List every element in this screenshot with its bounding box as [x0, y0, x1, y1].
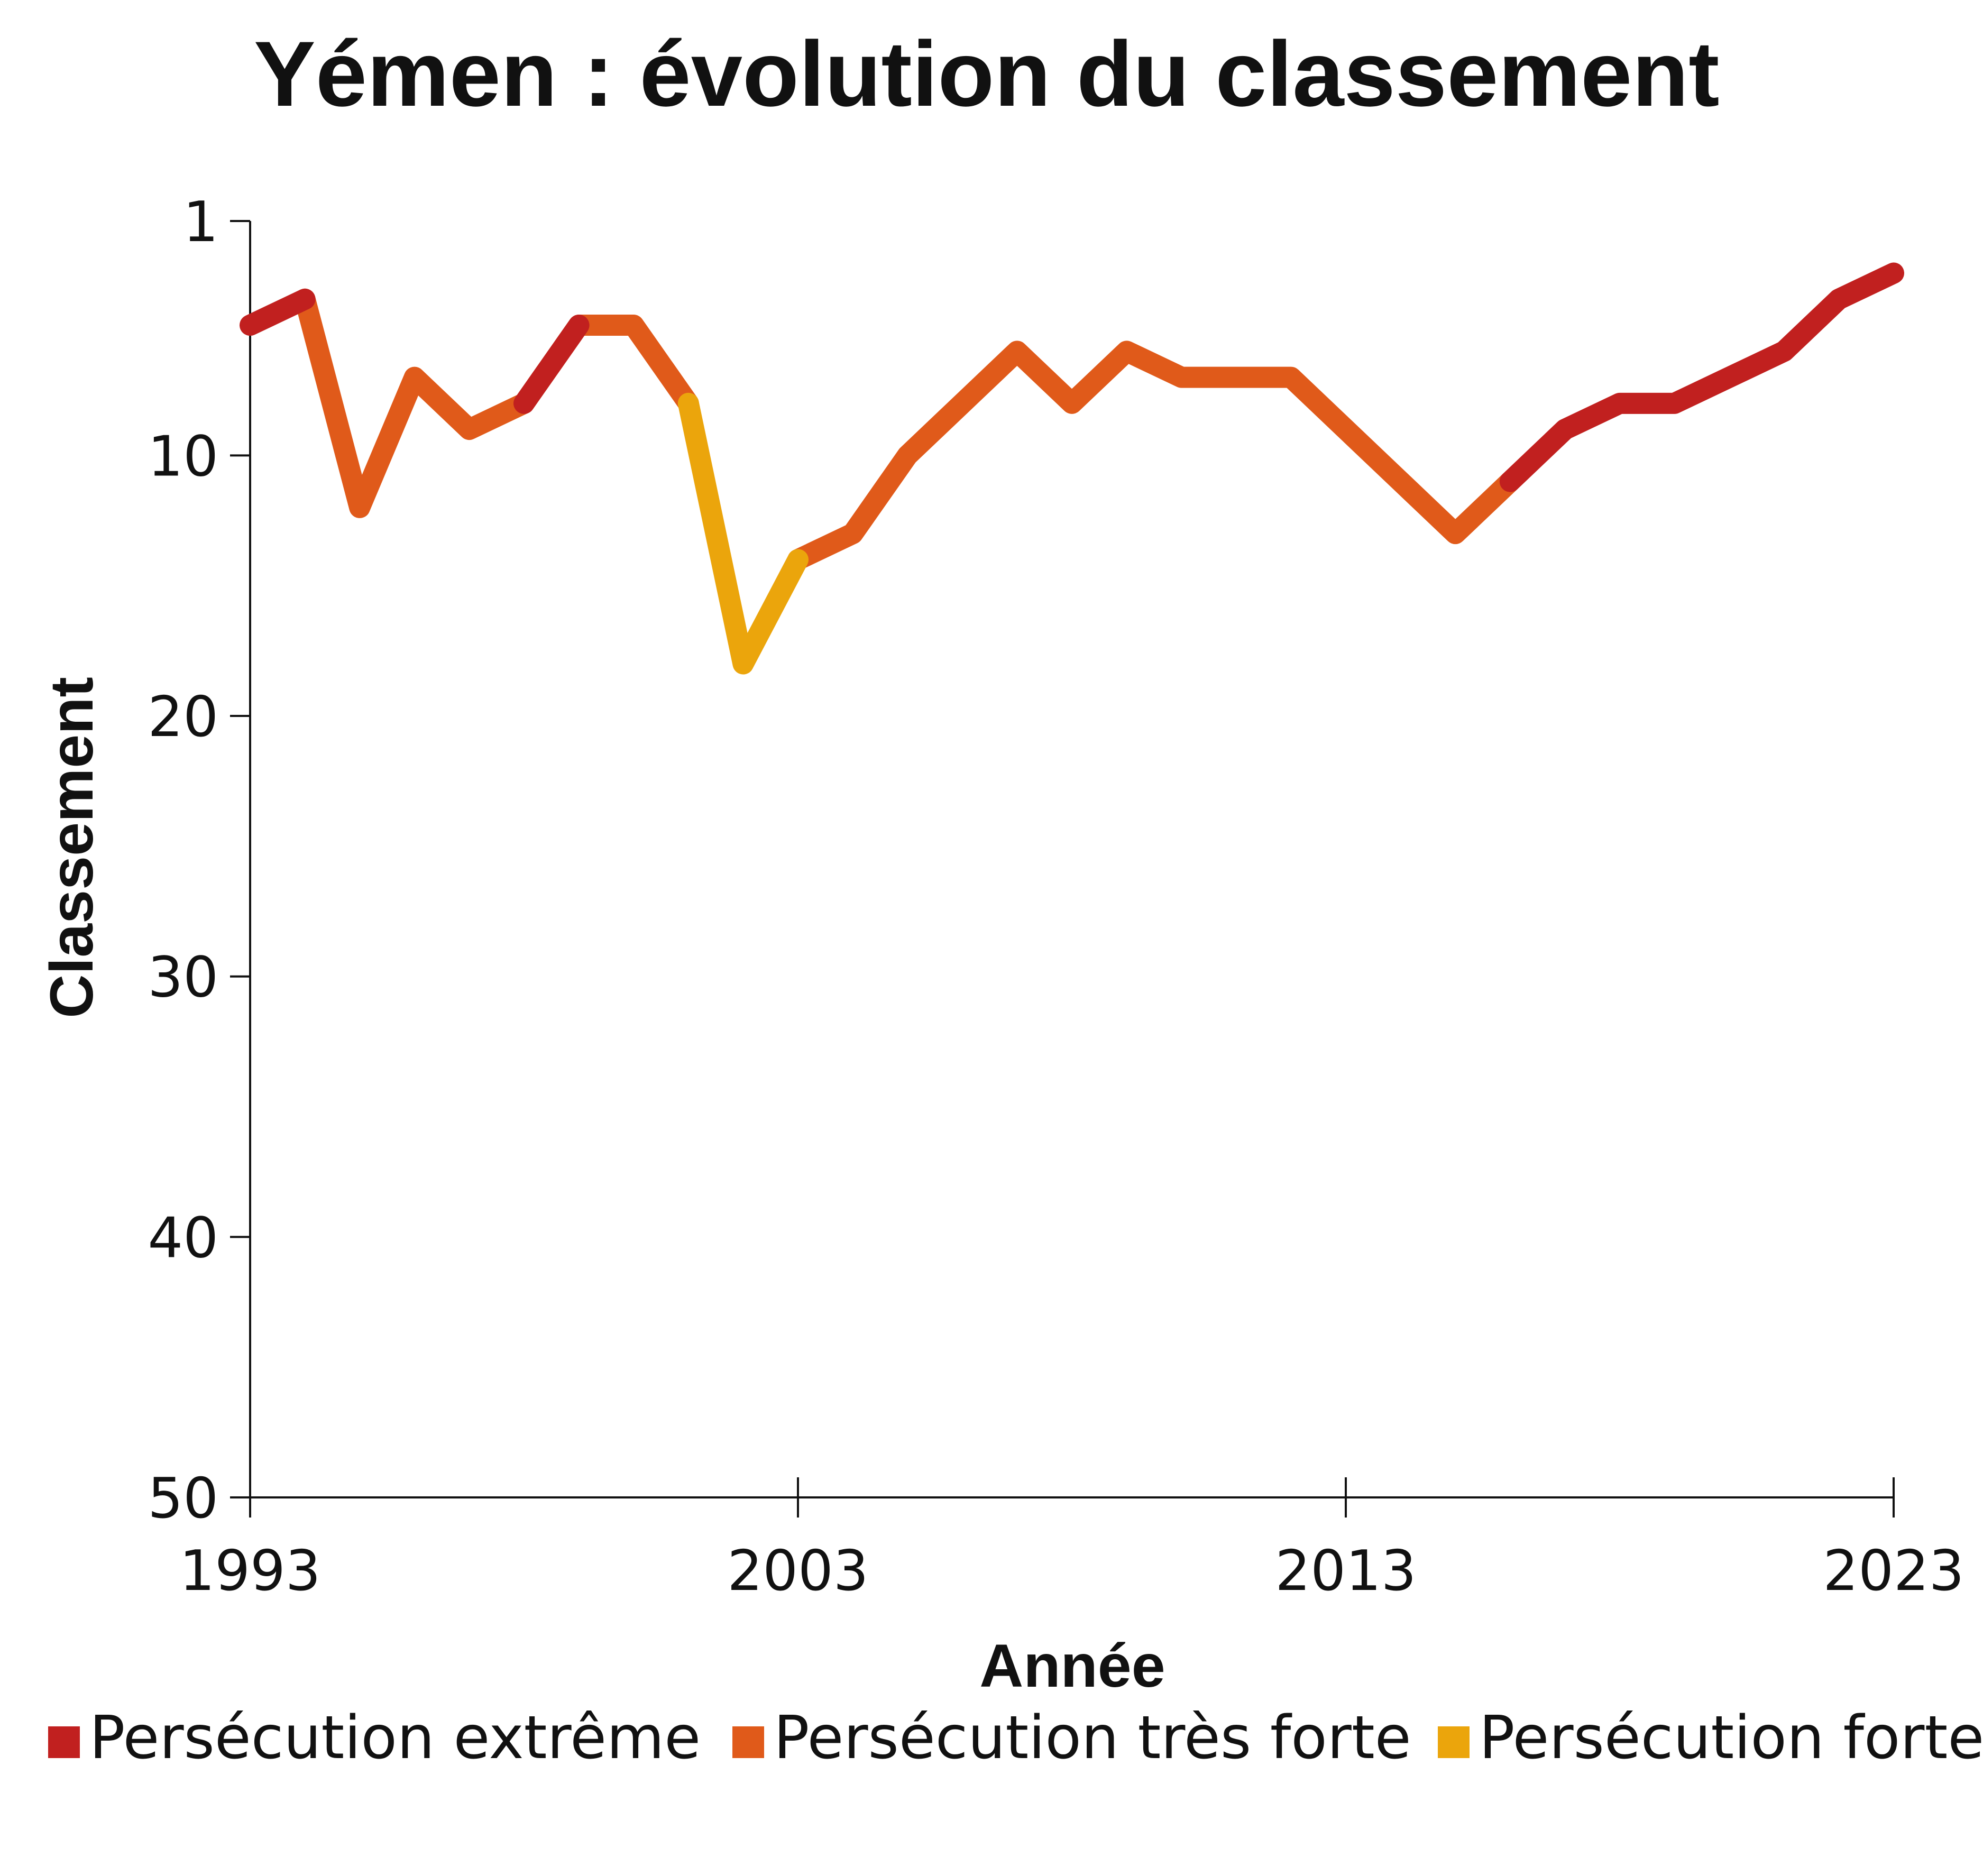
- x-tick-label: 2023: [1823, 1539, 1964, 1603]
- legend-swatch: [48, 1726, 80, 1758]
- y-tick-label: 1: [183, 190, 218, 254]
- y-tick-label: 30: [148, 945, 218, 1010]
- y-axis-title: Classement: [38, 677, 106, 1018]
- x-tick-label: 1993: [179, 1539, 320, 1603]
- x-tick-label: 2003: [727, 1539, 868, 1603]
- line-series: [294, 288, 1521, 571]
- x-tick-label: 2013: [1275, 1539, 1416, 1603]
- y-tick-label: 10: [148, 424, 218, 489]
- x-axis-title: Année: [979, 1632, 1165, 1700]
- legend-label: Persécution forte: [1479, 1704, 1983, 1772]
- legend-label: Persécution extrême: [89, 1704, 701, 1772]
- chart-title: Yémen : évolution du classement: [254, 23, 1720, 126]
- legend-swatch: [1438, 1726, 1470, 1758]
- line-series: [677, 392, 809, 675]
- line-series: [240, 262, 1904, 492]
- y-tick-label: 50: [148, 1466, 218, 1531]
- y-tick-label: 20: [148, 685, 218, 749]
- legend-swatch: [732, 1726, 764, 1758]
- legend-label: Persécution très forte: [774, 1704, 1411, 1772]
- y-tick-label: 40: [148, 1206, 218, 1270]
